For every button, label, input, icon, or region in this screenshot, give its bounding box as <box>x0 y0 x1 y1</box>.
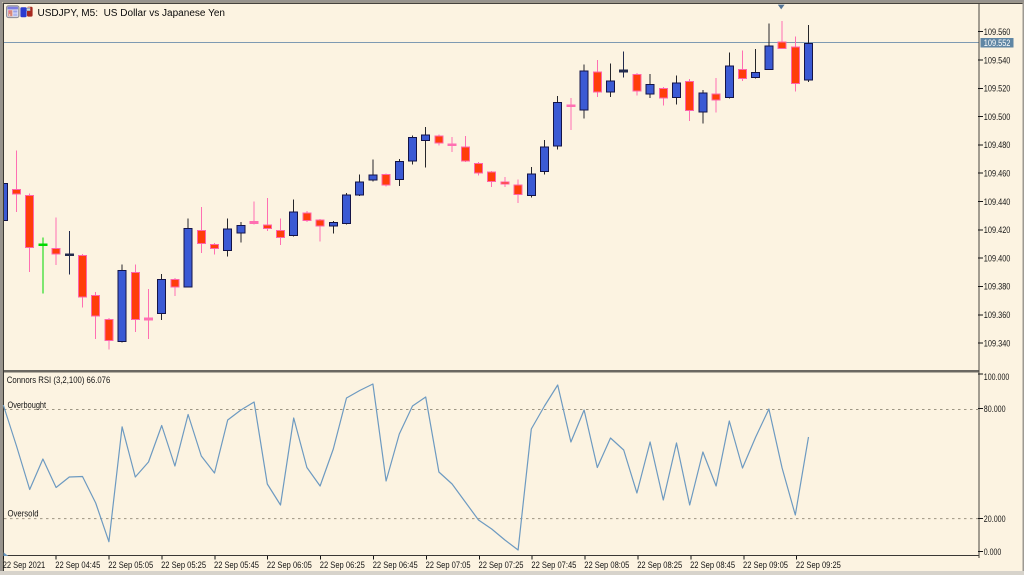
svg-text:22 Sep 05:05: 22 Sep 05:05 <box>108 560 153 570</box>
svg-text:109.360: 109.360 <box>984 310 1011 320</box>
svg-text:22 Sep 08:25: 22 Sep 08:25 <box>637 560 682 570</box>
svg-text:22 Sep 08:45: 22 Sep 08:45 <box>690 560 735 570</box>
svg-text:22 Sep 04:45: 22 Sep 04:45 <box>55 560 100 570</box>
svg-text:109.380: 109.380 <box>984 282 1011 292</box>
svg-text:20.000: 20.000 <box>984 514 1006 524</box>
svg-text:100.000: 100.000 <box>984 372 1010 382</box>
svg-text:109.552: 109.552 <box>984 38 1011 48</box>
svg-text:109.540: 109.540 <box>984 55 1011 65</box>
svg-text:22 Sep 09:25: 22 Sep 09:25 <box>796 560 841 570</box>
svg-text:22 Sep 06:25: 22 Sep 06:25 <box>320 560 365 570</box>
svg-text:22 Sep 09:05: 22 Sep 09:05 <box>743 560 788 570</box>
svg-text:Overbought: Overbought <box>8 400 47 410</box>
svg-text:Connors RSI (3,2,100) 66.076: Connors RSI (3,2,100) 66.076 <box>7 375 111 385</box>
svg-text:22 Sep 07:45: 22 Sep 07:45 <box>531 560 576 570</box>
svg-text:22 Sep 06:45: 22 Sep 06:45 <box>373 560 418 570</box>
svg-text:109.480: 109.480 <box>984 140 1011 150</box>
svg-text:22 Sep 07:05: 22 Sep 07:05 <box>426 560 471 570</box>
svg-text:109.420: 109.420 <box>984 225 1011 235</box>
svg-text:22 Sep 2021: 22 Sep 2021 <box>3 560 46 570</box>
svg-text:22 Sep 05:45: 22 Sep 05:45 <box>214 560 259 570</box>
svg-text:109.520: 109.520 <box>984 84 1011 94</box>
svg-text:109.400: 109.400 <box>984 253 1011 263</box>
svg-text:22 Sep 07:25: 22 Sep 07:25 <box>479 560 524 570</box>
svg-text:Oversold: Oversold <box>8 509 39 519</box>
svg-text:109.500: 109.500 <box>984 112 1011 122</box>
svg-text:0.000: 0.000 <box>984 547 1002 557</box>
svg-text:22 Sep 08:05: 22 Sep 08:05 <box>584 560 629 570</box>
svg-text:22 Sep 06:05: 22 Sep 06:05 <box>267 560 312 570</box>
svg-text:109.340: 109.340 <box>984 338 1011 348</box>
svg-text:USDJPY, M5: US Dollar vs Japa: USDJPY, M5: US Dollar vs Japanese Yen <box>38 8 226 19</box>
svg-text:22 Sep 05:25: 22 Sep 05:25 <box>161 560 206 570</box>
svg-text:109.460: 109.460 <box>984 169 1011 179</box>
svg-text:109.560: 109.560 <box>984 27 1011 37</box>
svg-text:80.000: 80.000 <box>984 404 1006 414</box>
svg-text:109.440: 109.440 <box>984 197 1011 207</box>
